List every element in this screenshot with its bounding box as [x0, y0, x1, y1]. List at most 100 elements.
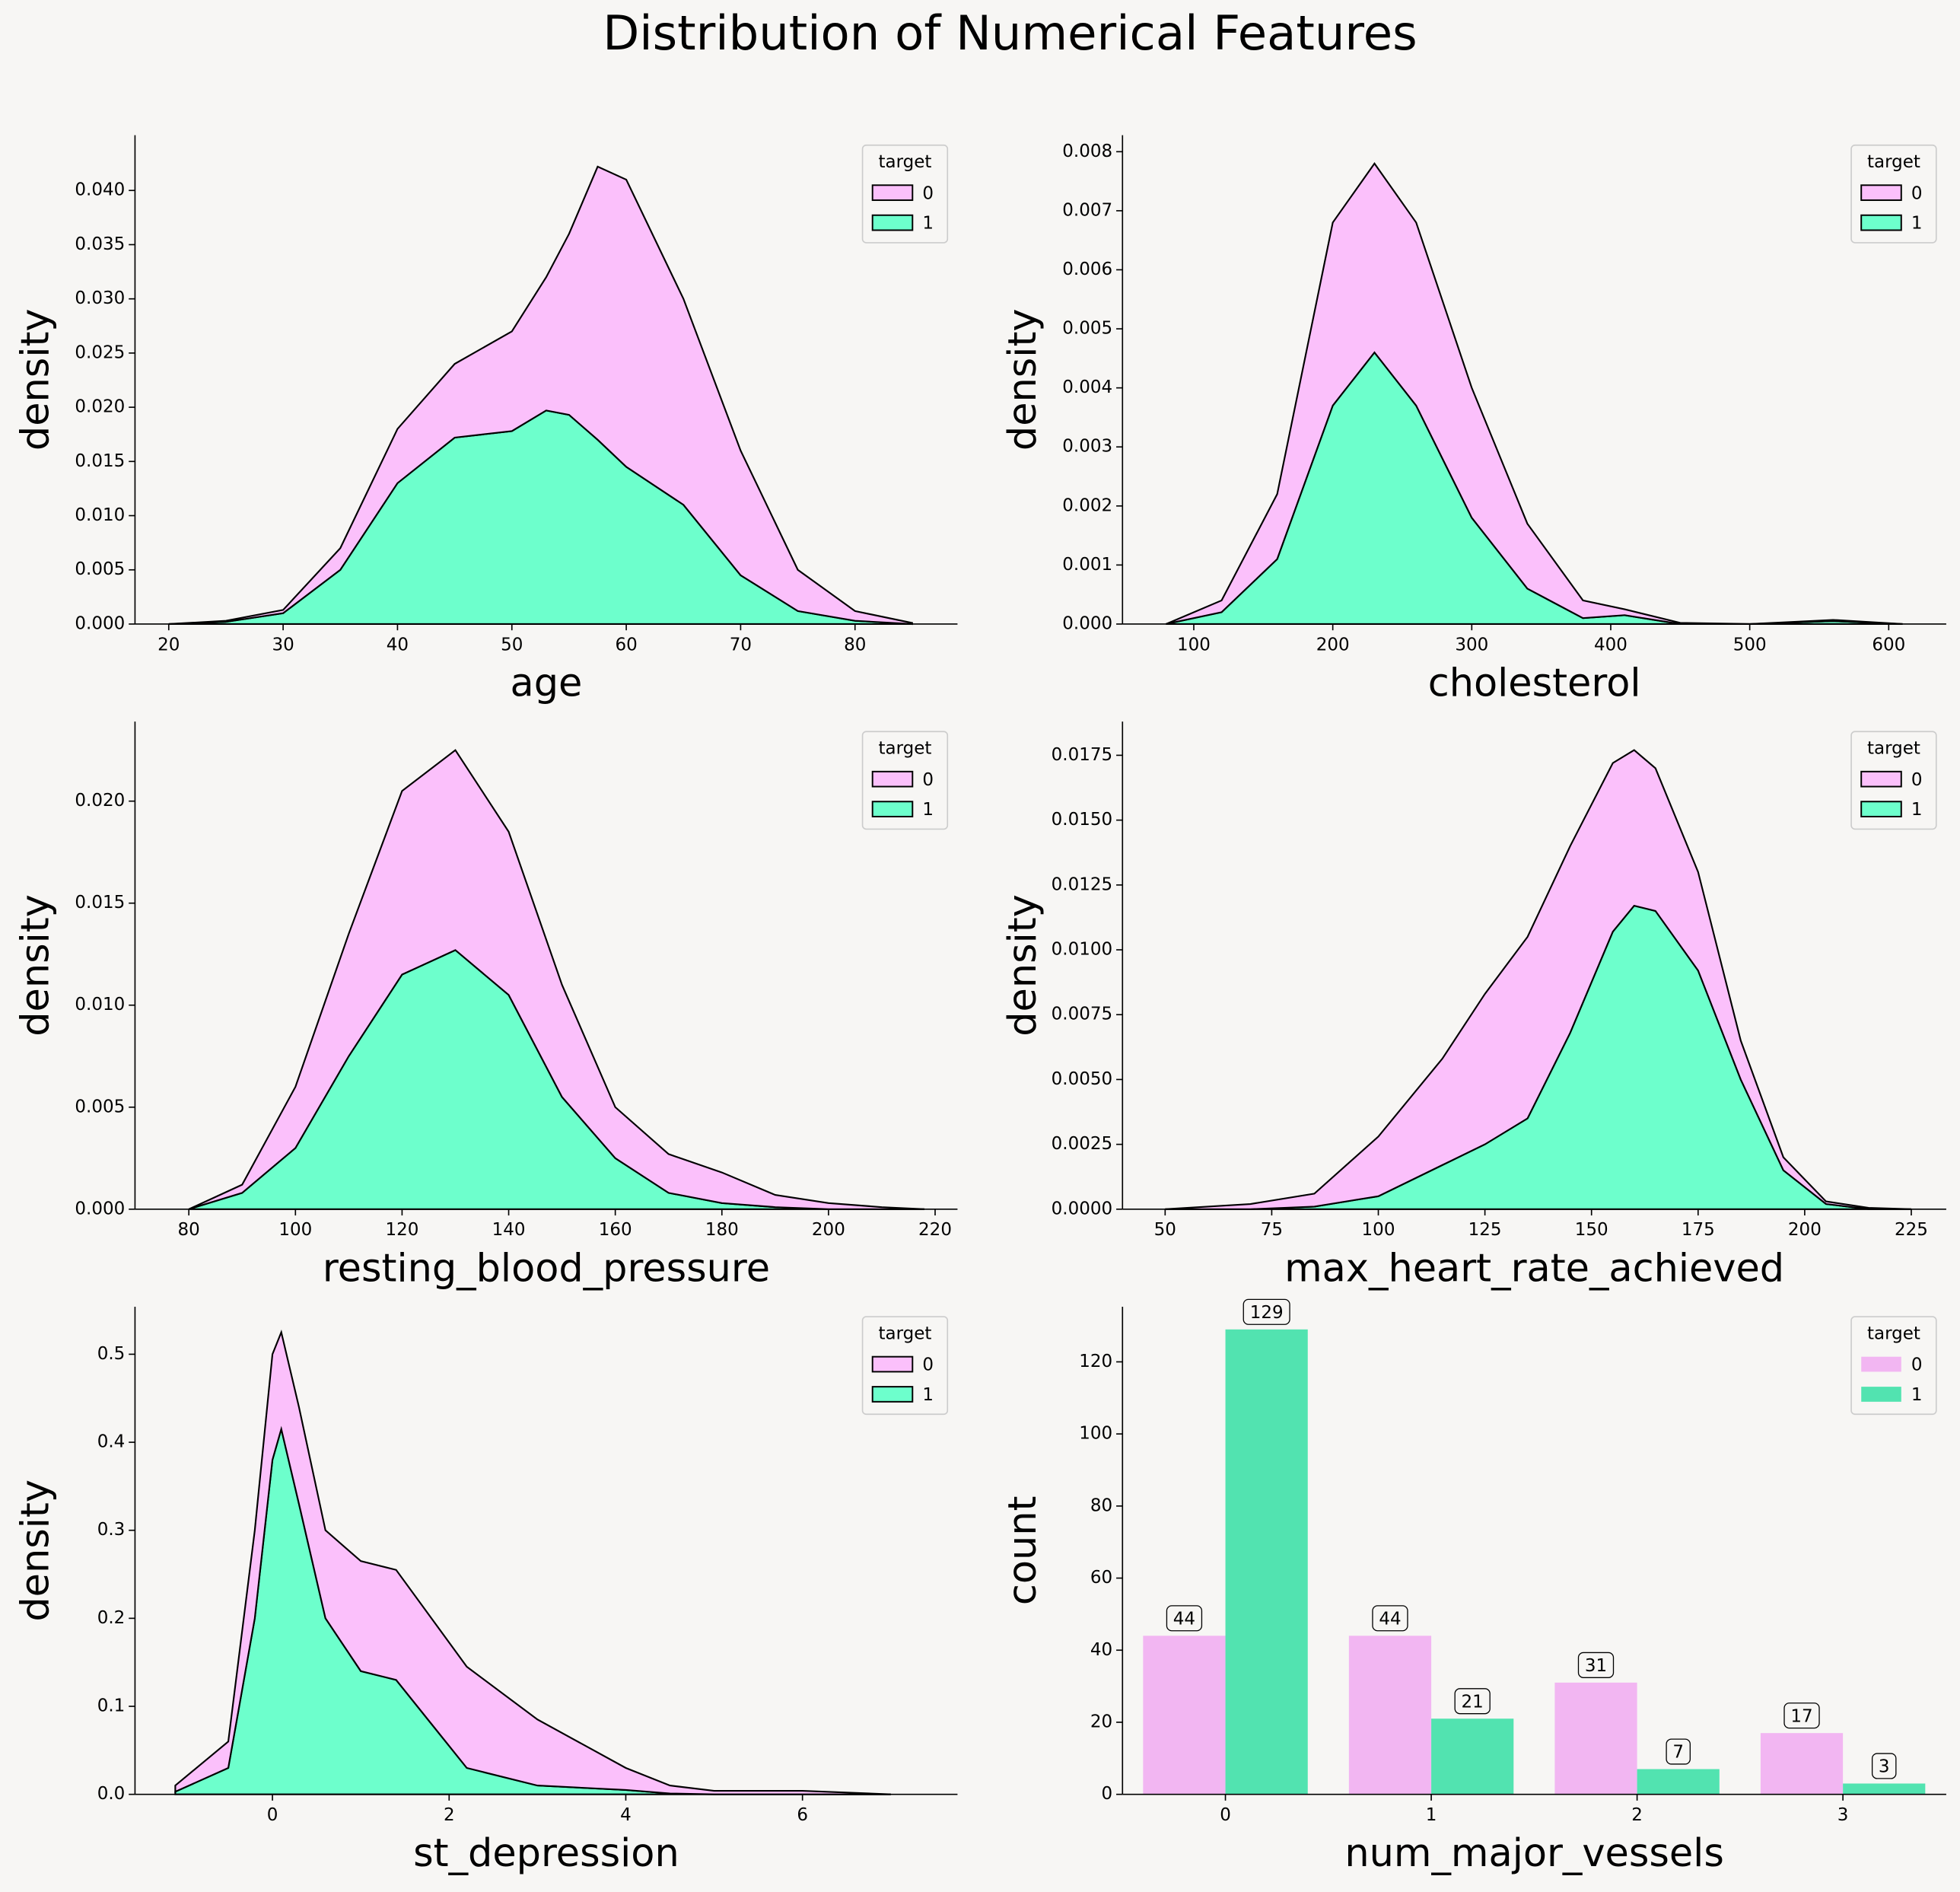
value-label: 44: [1379, 1609, 1401, 1629]
y-tick-label: 0.0150: [1052, 810, 1112, 830]
y-tick-label: 0.0: [97, 1784, 126, 1804]
x-tick-label: 100: [1362, 1220, 1395, 1240]
y-tick-label: 0.010: [75, 505, 125, 525]
y-tick-label: 0.5: [97, 1344, 126, 1364]
density-area: [1166, 162, 1903, 626]
value-label-box: [1871, 1753, 1897, 1779]
legend-label: 1: [1911, 800, 1923, 820]
y-tick-label: 0.005: [1062, 319, 1112, 339]
y-tick-label: 0.4: [97, 1432, 126, 1452]
x-tick-label: 70: [730, 635, 752, 655]
y-tick-label: 0.035: [75, 234, 125, 254]
legend-label: 0: [922, 1355, 934, 1375]
value-label: 129: [1250, 1303, 1284, 1323]
x-axis-label: cholesterol: [1428, 661, 1641, 706]
x-tick-label: 120: [385, 1220, 418, 1240]
legend-label: 0: [1911, 1355, 1923, 1375]
value-label: 7: [1672, 1743, 1684, 1763]
subplot: 44 129 0 44 21 1 31 7 2 17 3 3 0 20 40 60 80 100 120 num_ma…: [1001, 1298, 1946, 1876]
legend-swatch: [1861, 1387, 1901, 1402]
x-tick-label: 0: [1220, 1805, 1231, 1825]
y-tick-label: 0.020: [75, 791, 125, 811]
bar: [1348, 1636, 1432, 1795]
y-axis-label: density: [13, 308, 58, 451]
value-label: 3: [1879, 1757, 1890, 1777]
legend-swatch: [1861, 1356, 1901, 1372]
bar: [1554, 1682, 1637, 1795]
legend-swatch: [1860, 214, 1902, 231]
legend-label: 0: [1911, 183, 1923, 203]
y-tick-label: 0.0000: [1052, 1199, 1112, 1218]
x-tick-label: 30: [272, 635, 294, 655]
x-tick-label: 500: [1733, 635, 1767, 655]
x-tick-label: 220: [918, 1220, 952, 1240]
value-label-box: [1242, 1298, 1290, 1325]
y-axis-label: density: [1001, 308, 1045, 451]
x-tick-label: 2: [444, 1805, 455, 1825]
legend-title: target: [878, 152, 931, 172]
y-tick-label: 100: [1079, 1424, 1112, 1444]
legend-label: 0: [1911, 770, 1923, 790]
subplot: 0.0 0.1 0.2 0.3 0.4 0.5 0 2 4 6 st_depression densi…: [13, 1306, 958, 1876]
legend-title: target: [1867, 1324, 1920, 1344]
y-tick-label: 0.000: [1062, 613, 1112, 633]
y-tick-label: 0: [1102, 1784, 1113, 1804]
y-tick-label: 0.0125: [1052, 874, 1112, 894]
value-label-box: [1372, 1605, 1408, 1632]
x-tick-label: 200: [1788, 1220, 1822, 1240]
y-tick-label: 0.040: [75, 180, 125, 200]
value-label-box: [1166, 1605, 1203, 1632]
value-label-box: [1577, 1652, 1615, 1678]
value-label: 44: [1173, 1609, 1195, 1629]
x-axis-label: age: [511, 661, 583, 706]
legend-swatch: [871, 770, 914, 788]
y-tick-label: 0.025: [75, 342, 125, 362]
x-tick-label: 80: [178, 1220, 200, 1240]
x-tick-label: 75: [1261, 1220, 1283, 1240]
y-tick-label: 0.0100: [1052, 940, 1112, 960]
y-axis-label: density: [13, 1480, 58, 1622]
x-tick-label: 0: [267, 1805, 278, 1825]
value-label-box: [1783, 1702, 1820, 1729]
x-tick-label: 100: [1177, 635, 1211, 655]
value-label: 31: [1585, 1656, 1607, 1676]
legend-title: target: [1867, 739, 1920, 759]
x-tick-label: 100: [278, 1220, 312, 1240]
x-tick-label: 175: [1682, 1220, 1715, 1240]
y-tick-label: 0.002: [1062, 495, 1112, 515]
bar: [1637, 1769, 1720, 1795]
y-tick-label: 0.003: [1062, 437, 1112, 457]
x-tick-label: 50: [1154, 1220, 1176, 1240]
subplot: 0.000 0.005 0.010 0.015 0.020 80 100 120 140 160 1…: [13, 721, 958, 1291]
legend-label: 1: [922, 800, 934, 820]
y-tick-label: 0.015: [75, 451, 125, 471]
legend-swatch: [871, 1355, 914, 1373]
x-tick-label: 80: [844, 635, 866, 655]
y-tick-label: 0.3: [97, 1520, 126, 1540]
legend-title: target: [1867, 152, 1920, 172]
y-tick-label: 0.0050: [1052, 1069, 1112, 1089]
x-tick-label: 150: [1575, 1220, 1608, 1240]
legend-swatch: [871, 214, 914, 231]
y-tick-label: 0.005: [75, 559, 125, 579]
value-label: 17: [1790, 1706, 1812, 1726]
x-axis-label: resting_blood_pressure: [323, 1246, 770, 1291]
legend-title: target: [878, 739, 931, 759]
y-tick-label: 0.020: [75, 397, 125, 417]
value-label-box: [1666, 1738, 1691, 1765]
y-tick-label: 0.2: [97, 1608, 126, 1628]
y-tick-label: 40: [1090, 1640, 1112, 1660]
x-tick-label: 50: [501, 635, 523, 655]
x-tick-label: 4: [620, 1805, 632, 1825]
y-tick-label: 0.006: [1062, 260, 1112, 279]
y-tick-label: 0.000: [75, 613, 125, 633]
subplot: 0.000 0.001 0.002 0.003 0.004 0.005 0.006 0.007…: [1001, 135, 1946, 706]
legend-label: 1: [922, 1385, 934, 1405]
x-tick-label: 1: [1426, 1805, 1437, 1825]
y-tick-label: 0.015: [75, 893, 125, 913]
y-tick-label: 60: [1090, 1568, 1112, 1588]
legend-label: 1: [922, 214, 934, 234]
x-tick-label: 160: [599, 1220, 632, 1240]
x-tick-label: 200: [1316, 635, 1350, 655]
